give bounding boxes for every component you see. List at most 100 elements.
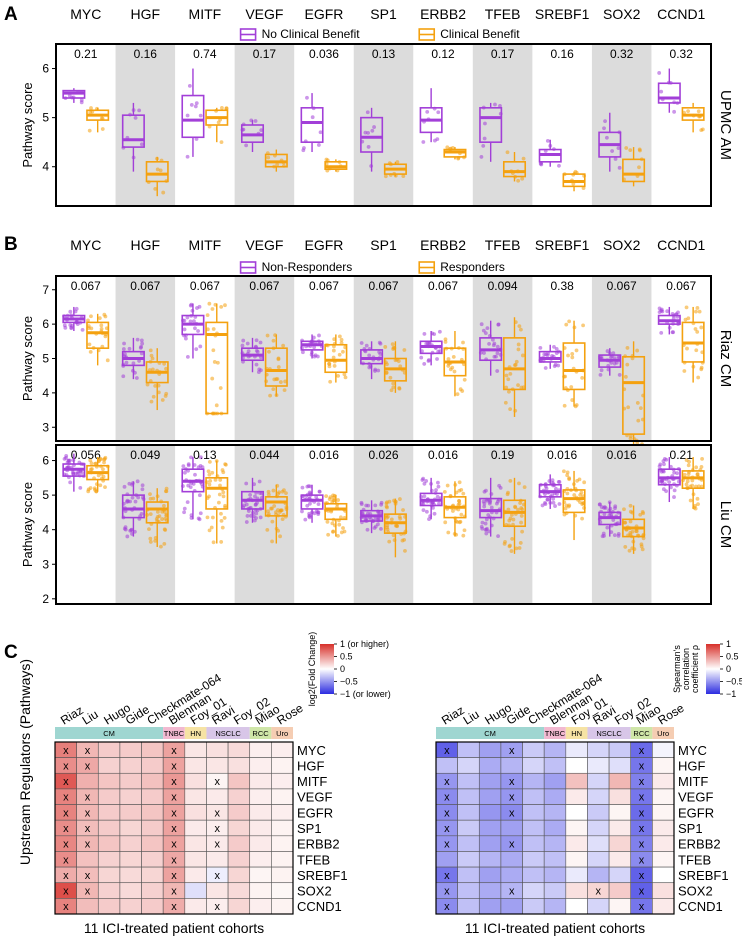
data-point — [310, 115, 315, 120]
data-point — [481, 143, 486, 148]
data-point — [148, 512, 153, 517]
data-point — [282, 488, 286, 493]
significance-mark: x — [639, 870, 645, 882]
data-point — [155, 514, 160, 519]
cancer-type-label: Uro — [657, 729, 669, 738]
heatmap-cell — [184, 851, 207, 868]
data-point — [301, 148, 306, 153]
data-point — [221, 490, 226, 495]
data-point — [124, 360, 129, 365]
data-point — [516, 383, 520, 388]
data-point — [155, 167, 160, 172]
data-point — [218, 386, 223, 390]
data-point — [625, 346, 630, 350]
significance-mark: x — [639, 839, 645, 851]
data-point — [436, 480, 440, 485]
data-point — [339, 337, 344, 342]
data-point — [494, 354, 498, 359]
heatmap-cell — [97, 772, 121, 790]
data-point — [617, 165, 622, 170]
pathway-label: CCND1 — [678, 899, 723, 914]
data-point — [397, 386, 402, 391]
data-point — [148, 536, 153, 541]
data-point — [284, 491, 288, 495]
data-point — [198, 344, 203, 349]
heatmap-cell — [141, 741, 164, 758]
data-point — [359, 341, 364, 345]
significance-mark: x — [215, 807, 221, 819]
data-point — [325, 519, 330, 524]
data-point — [212, 360, 217, 364]
data-point — [329, 509, 334, 514]
data-point — [459, 512, 464, 517]
data-point — [520, 507, 525, 512]
heatmap-cell — [543, 882, 567, 899]
data-point — [133, 115, 138, 120]
color-scale-title: correlation — [681, 648, 691, 690]
data-point — [219, 304, 224, 309]
heatmap-cell — [227, 772, 251, 790]
heatmap-cell — [184, 882, 207, 899]
data-point — [372, 526, 377, 530]
data-point — [520, 353, 525, 358]
cancer-type-band — [206, 727, 250, 739]
data-point — [213, 477, 218, 482]
data-point — [253, 494, 257, 499]
data-point — [398, 497, 402, 501]
p-value-label: 0.016 — [547, 448, 577, 462]
data-point — [545, 497, 550, 502]
heatmap-cell — [206, 851, 229, 868]
data-point — [266, 492, 271, 497]
heatmap-cell — [271, 788, 294, 805]
significance-mark: x — [85, 760, 91, 772]
heatmap-cell — [76, 772, 99, 790]
data-point — [301, 350, 305, 355]
data-point — [696, 502, 700, 507]
data-point — [578, 500, 582, 505]
data-point — [97, 316, 102, 321]
data-point — [278, 380, 283, 384]
data-point — [182, 327, 187, 332]
pathway-label: SOX2 — [678, 884, 713, 899]
y-tick-label: 6 — [42, 454, 49, 468]
significance-mark: x — [215, 901, 221, 913]
data-point — [543, 492, 547, 497]
y-tick-label: 4 — [42, 523, 49, 537]
p-value-label: 0.056 — [71, 448, 101, 462]
heatmap-cell — [119, 835, 142, 852]
heatmap-cell — [522, 882, 545, 899]
data-point — [685, 346, 689, 351]
box — [360, 116, 384, 153]
heatmap-cell — [271, 741, 294, 758]
data-point — [696, 109, 701, 114]
heatmap-cell — [608, 835, 632, 852]
heatmap-cell — [97, 882, 121, 899]
data-point — [483, 521, 488, 526]
data-point — [336, 373, 341, 378]
y-tick-label: 3 — [42, 420, 49, 434]
heatmap-cell — [608, 804, 632, 821]
data-point — [363, 130, 368, 135]
plot-frame — [55, 43, 712, 207]
heatmap-cell — [249, 757, 272, 774]
data-point — [316, 143, 321, 147]
data-point — [496, 322, 501, 327]
significance-mark: x — [639, 823, 645, 835]
data-point — [193, 472, 197, 477]
heatmap-cell — [543, 772, 567, 790]
data-point — [455, 392, 460, 397]
data-point — [359, 502, 364, 507]
data-point — [125, 499, 129, 504]
data-point — [372, 125, 376, 129]
heatmap-cell — [565, 757, 588, 774]
cancer-type-band — [565, 727, 588, 739]
data-point — [427, 517, 431, 522]
data-point — [545, 138, 550, 143]
data-point — [685, 479, 690, 484]
data-point — [89, 461, 94, 466]
p-value-label: 0.21 — [74, 47, 98, 61]
data-point — [277, 490, 282, 495]
data-point — [636, 418, 641, 423]
heatmap-cell — [457, 898, 480, 915]
data-point — [182, 506, 187, 511]
